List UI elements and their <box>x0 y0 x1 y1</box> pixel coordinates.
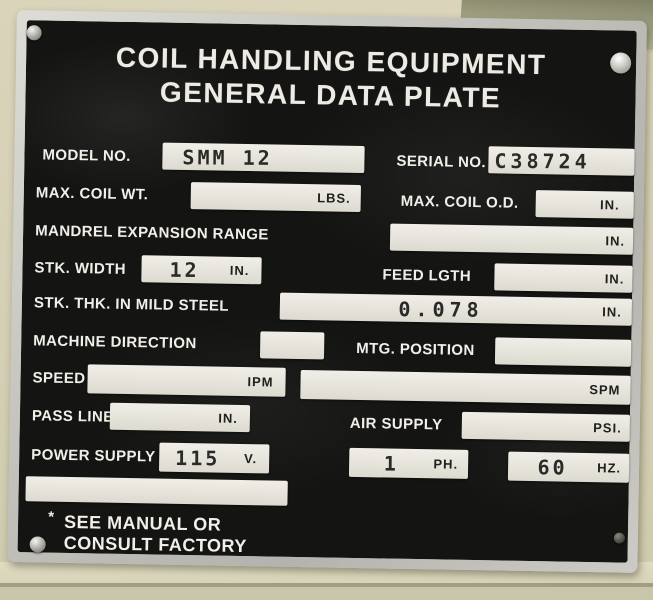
data-plate: COIL HANDLING EQUIPMENT GENERAL DATA PLA… <box>7 10 647 573</box>
power-supply-phase-field: 1 PH. <box>348 447 469 479</box>
max-coil-wt-field: LBS. <box>190 182 361 213</box>
serial-no-value: C38724 <box>494 148 591 173</box>
power-supply-volts-unit: V. <box>243 451 258 467</box>
feed-lgth-unit: IN. <box>604 271 625 287</box>
model-no-label: MODEL NO. <box>42 146 131 166</box>
plate-black-panel: COIL HANDLING EQUIPMENT GENERAL DATA PLA… <box>17 20 637 563</box>
power-supply-volts-field: 115 V. <box>158 442 270 474</box>
mtg-position-label: MTG. POSITION <box>355 339 475 360</box>
air-supply-label: AIR SUPPLY <box>349 414 443 434</box>
air-supply-unit: PSI. <box>593 420 622 436</box>
stk-width-label: STK. WIDTH <box>34 259 127 278</box>
speed-ipm-unit: IPM <box>247 374 274 390</box>
power-supply-freq-unit: HZ. <box>597 460 622 476</box>
spare-field <box>25 476 288 506</box>
power-supply-volts-value: 115 <box>175 445 221 470</box>
bench-lower-surface <box>0 587 653 600</box>
mandrel-expansion-range-label: MANDREL EXPANSION RANGE <box>35 222 269 244</box>
footnote: * SEE MANUAL OR CONSULT FACTORY <box>48 509 248 557</box>
pass-line-field: IN. <box>109 402 251 433</box>
power-supply-label: POWER SUPPLY <box>31 446 156 466</box>
max-coil-od-label: MAX. COIL O.D. <box>400 192 519 212</box>
stk-width-value: 12 <box>169 257 200 282</box>
feed-lgth-field: IN. <box>494 263 633 293</box>
speed-spm-field: SPM <box>300 370 631 405</box>
footnote-asterisk: * <box>48 508 55 526</box>
pass-line-label: PASS LINE <box>31 407 114 426</box>
stk-thk-label: STK. THK. IN MILD STEEL <box>33 294 230 315</box>
power-supply-phase-unit: PH. <box>433 456 459 472</box>
footnote-line1: SEE MANUAL OR <box>63 511 222 535</box>
model-no-value: SMM 12 <box>182 144 273 170</box>
power-supply-freq-value: 60 <box>537 454 568 480</box>
power-supply-phase-value: 1 <box>383 451 399 476</box>
stk-thk-unit: IN. <box>602 304 622 320</box>
bench-groove <box>0 583 653 587</box>
feed-lgth-label: FEED LGTH <box>382 266 472 285</box>
max-coil-wt-unit: LBS. <box>317 190 351 206</box>
mtg-position-field <box>494 337 632 367</box>
mandrel-expansion-range-unit: IN. <box>605 233 626 249</box>
max-coil-od-field: IN. <box>535 190 634 219</box>
serial-no-field: C38724 <box>488 146 635 176</box>
stk-thk-field: 0.078 IN. <box>279 292 633 326</box>
mandrel-expansion-range-field: IN. <box>389 223 634 255</box>
machine-direction-label: MACHINE DIRECTION <box>33 332 197 353</box>
stk-width-field: 12 IN. <box>141 255 262 285</box>
max-coil-wt-label: MAX. COIL WT. <box>35 184 149 204</box>
footnote-line2: CONSULT FACTORY <box>63 532 248 557</box>
speed-ipm-field: IPM <box>87 364 286 397</box>
pass-line-unit: IN. <box>218 410 239 426</box>
power-supply-freq-field: 60 HZ. <box>507 451 630 483</box>
speed-label: SPEED <box>32 369 86 388</box>
machine-direction-field <box>259 331 325 360</box>
speed-spm-unit: SPM <box>589 382 621 398</box>
stk-thk-value: 0.078 <box>398 296 484 322</box>
stk-width-unit: IN. <box>229 262 250 279</box>
max-coil-od-unit: IN. <box>599 197 620 213</box>
model-no-field: SMM 12 <box>162 142 365 174</box>
serial-no-label: SERIAL NO. <box>396 152 487 172</box>
air-supply-field: PSI. <box>461 411 631 442</box>
